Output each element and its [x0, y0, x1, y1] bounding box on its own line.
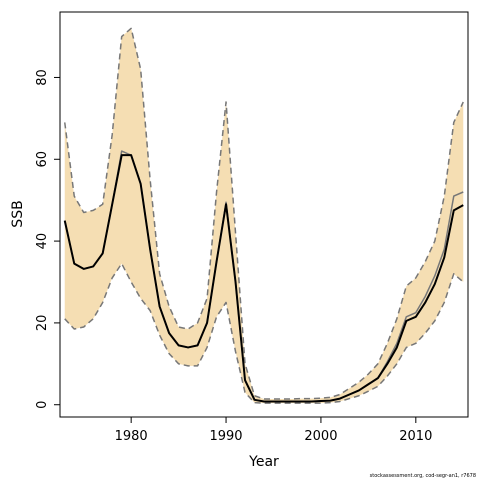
- y-axis-title: SSB: [10, 200, 26, 227]
- confidence-band: [64, 28, 464, 404]
- y-axis: 0 20 40 60 80: [35, 69, 60, 409]
- x-axis-title: Year: [248, 454, 279, 470]
- y-tick-label: 60: [35, 151, 50, 168]
- credit-text: stockassessment.org, cod-segr-an1, r7678: [370, 473, 476, 479]
- x-axis: 1980 1990 2000 2010: [115, 417, 432, 444]
- x-tick-label: 1990: [209, 429, 242, 444]
- confidence-band-layer: [64, 28, 464, 404]
- upper-bound-line: [64, 27, 464, 400]
- y-tick-label: 40: [35, 233, 50, 250]
- lower-bound-line: [64, 262, 464, 404]
- y-tick-label: 0: [35, 401, 50, 409]
- y-tick-label: 20: [35, 315, 50, 332]
- x-tick-label: 2000: [304, 429, 337, 444]
- x-tick-label: 1980: [115, 429, 148, 444]
- ssb-estimate-line: [63, 154, 464, 403]
- plot-frame: [59, 11, 469, 418]
- x-tick-label: 2010: [399, 429, 432, 444]
- series-line-layer: [63, 27, 464, 404]
- y-tick-label: 80: [35, 69, 50, 86]
